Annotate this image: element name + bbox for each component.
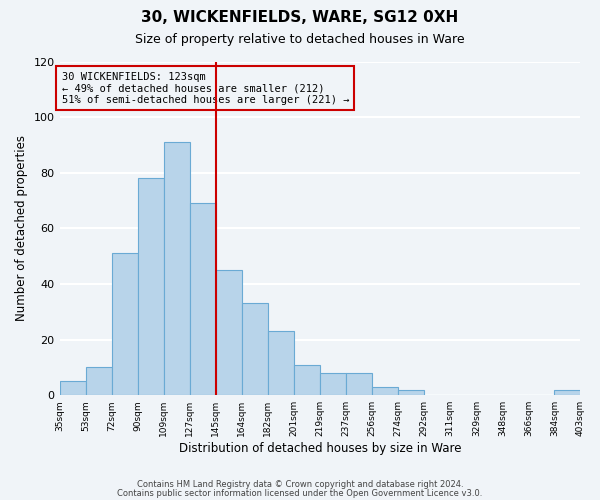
Bar — [242, 304, 268, 395]
Bar — [294, 364, 320, 395]
Bar — [216, 270, 242, 395]
Bar — [346, 373, 372, 395]
Bar — [268, 331, 294, 395]
Bar — [137, 178, 164, 395]
Text: 30 WICKENFIELDS: 123sqm
← 49% of detached houses are smaller (212)
51% of semi-d: 30 WICKENFIELDS: 123sqm ← 49% of detache… — [62, 72, 349, 104]
Y-axis label: Number of detached properties: Number of detached properties — [15, 136, 28, 322]
Bar — [554, 390, 581, 395]
X-axis label: Distribution of detached houses by size in Ware: Distribution of detached houses by size … — [179, 442, 461, 455]
Text: Contains HM Land Registry data © Crown copyright and database right 2024.: Contains HM Land Registry data © Crown c… — [137, 480, 463, 489]
Bar — [59, 382, 86, 395]
Bar — [112, 254, 137, 395]
Bar — [398, 390, 424, 395]
Bar — [86, 368, 112, 395]
Bar — [190, 204, 216, 395]
Bar — [372, 387, 398, 395]
Text: Size of property relative to detached houses in Ware: Size of property relative to detached ho… — [135, 32, 465, 46]
Text: Contains public sector information licensed under the Open Government Licence v3: Contains public sector information licen… — [118, 488, 482, 498]
Bar — [164, 142, 190, 395]
Text: 30, WICKENFIELDS, WARE, SG12 0XH: 30, WICKENFIELDS, WARE, SG12 0XH — [142, 10, 458, 25]
Bar — [320, 373, 346, 395]
